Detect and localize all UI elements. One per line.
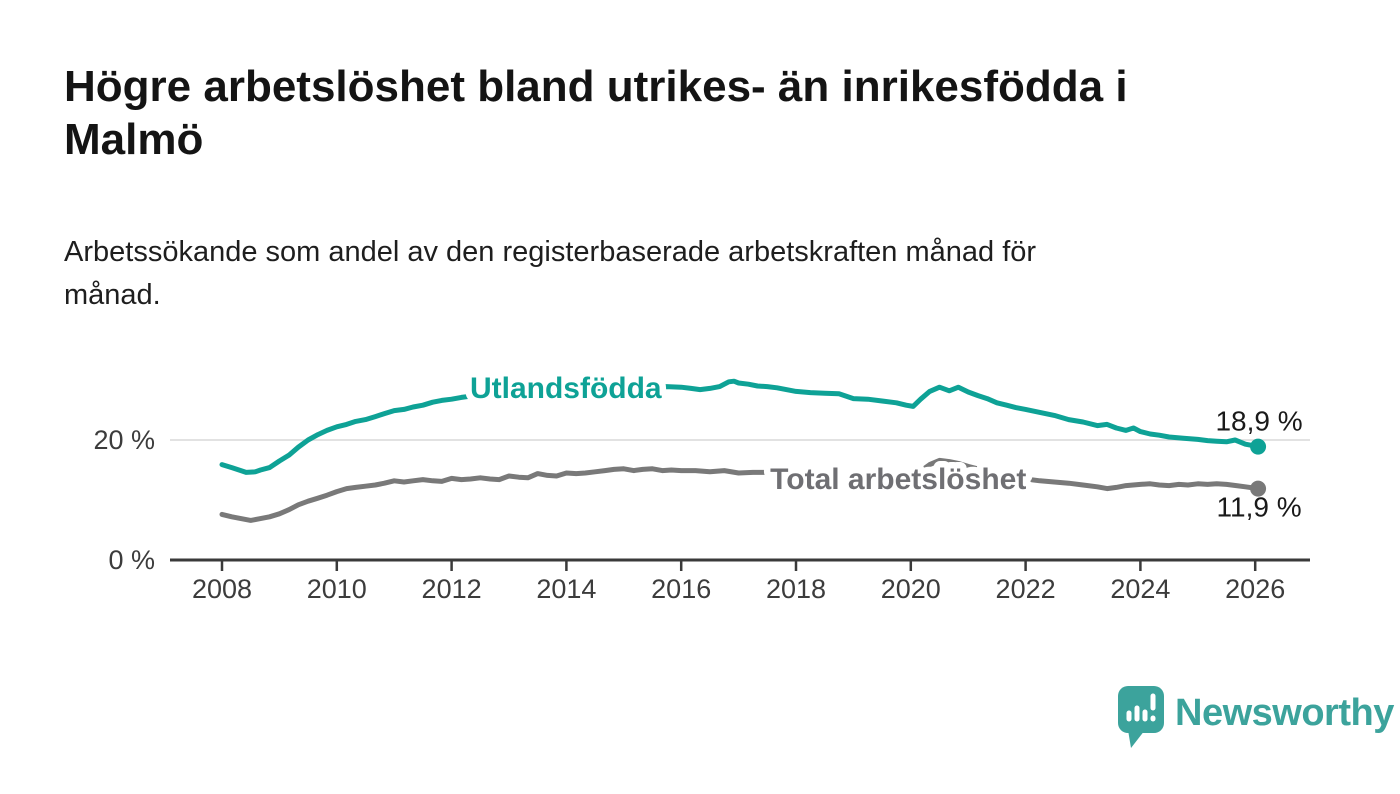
x-axis-tick-label-2020: 2020	[881, 574, 941, 604]
chart-subtitle: Arbetssökande som andel av den registerb…	[64, 231, 1364, 317]
chart-subtitle-line1: Arbetssökande som andel av den registerb…	[64, 236, 1037, 268]
series-end-dot-total	[1250, 480, 1267, 497]
x-axis-tick-label-2026: 2026	[1225, 574, 1285, 604]
page-title: Högre arbetslöshet bland utrikes- än inr…	[64, 60, 1364, 166]
page-title-line1: Högre arbetslöshet bland utrikes- än inr…	[64, 62, 1128, 111]
x-axis-tick-label-2024: 2024	[1110, 574, 1170, 604]
series-label-total: Total arbetslöshet	[770, 463, 1026, 496]
y-axis-tick-label-0: 0 %	[108, 545, 155, 575]
chart-subtitle-line2: månad.	[64, 279, 161, 311]
newsworthy-logo-text: Newsworthy	[1175, 691, 1394, 734]
x-axis-tick-label-2016: 2016	[651, 574, 711, 604]
series-label-utlandsfodda: Utlandsfödda	[470, 372, 662, 405]
x-axis-tick-label-2008: 2008	[192, 574, 252, 604]
x-axis-tick-label-2022: 2022	[996, 574, 1056, 604]
x-axis-tick-label-2018: 2018	[766, 574, 826, 604]
bar-chart-speech-bubble-icon	[1118, 686, 1164, 748]
page-title-line2: Malmö	[64, 115, 204, 164]
series-line-utlandsfodda	[219, 378, 1261, 475]
end-value-label-total: 11,9 %	[1217, 492, 1302, 523]
x-axis-tick-label-2010: 2010	[307, 574, 367, 604]
series-end-dot-utlandsfodda	[1250, 438, 1267, 455]
x-axis-tick-label-2014: 2014	[536, 574, 596, 604]
series-line-total	[219, 457, 1261, 523]
newsworthy-logo: Newsworthy	[1116, 684, 1394, 750]
x-axis-tick-label-2012: 2012	[422, 574, 482, 604]
end-value-label-utlandsfodda: 18,9 %	[1215, 406, 1302, 437]
y-axis-tick-label-20: 20 %	[93, 425, 155, 455]
